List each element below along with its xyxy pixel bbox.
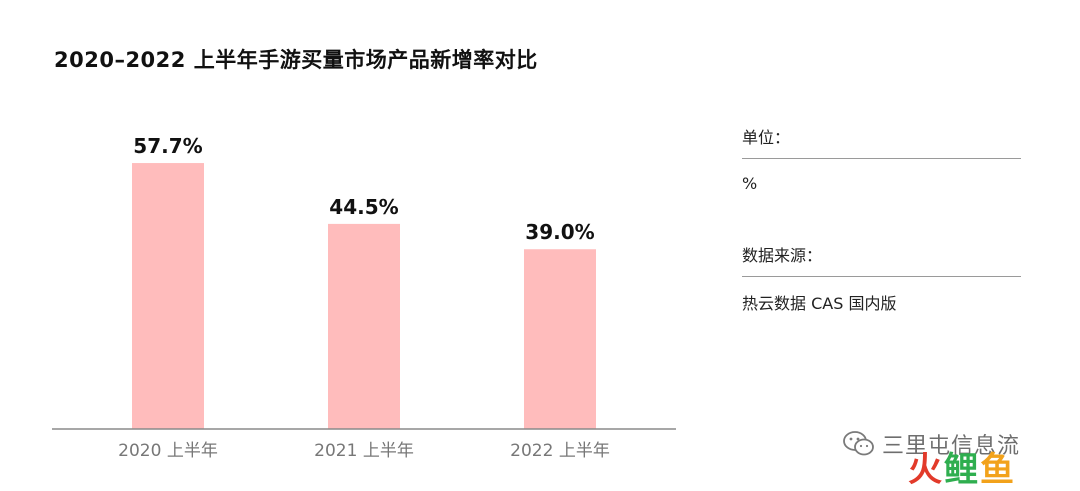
unit-label: 单位： bbox=[742, 128, 791, 147]
chart-title: 2020–2022 上半年手游买量市场产品新增率对比 bbox=[54, 48, 538, 72]
source-divider bbox=[742, 276, 1021, 277]
x-tick-label-1: 2020 上半年 bbox=[118, 441, 218, 461]
bar-1 bbox=[132, 163, 204, 429]
watermark-text: 三里屯信息流 bbox=[882, 434, 1021, 459]
data-label-2: 44.5% bbox=[329, 195, 398, 219]
data-label-1: 57.7% bbox=[133, 134, 202, 158]
logo-char-1: 火 bbox=[908, 450, 944, 490]
watermark-logo: 火鲤鱼 bbox=[908, 442, 1016, 491]
logo-char-2: 鲤 bbox=[944, 450, 980, 490]
watermark: 三里屯信息流 火鲤鱼 bbox=[842, 428, 1072, 491]
data-label-3: 39.0% bbox=[525, 220, 594, 244]
x-tick-label-3: 2022 上半年 bbox=[510, 441, 610, 461]
bar-chart: 57.7% 2020 上半年 44.5% 2021 上半年 39.0% 2022 上半年 bbox=[52, 134, 676, 461]
wechat-icon bbox=[843, 431, 874, 456]
bar-2 bbox=[328, 223, 400, 429]
source-value: 热云数据 CAS 国内版 bbox=[742, 294, 897, 313]
unit-value: % bbox=[742, 174, 758, 193]
bar-3 bbox=[524, 249, 596, 429]
x-tick-label-2: 2021 上半年 bbox=[314, 441, 414, 461]
logo-char-3: 鱼 bbox=[980, 450, 1016, 490]
unit-divider bbox=[742, 158, 1021, 159]
source-label: 数据来源： bbox=[742, 246, 823, 265]
